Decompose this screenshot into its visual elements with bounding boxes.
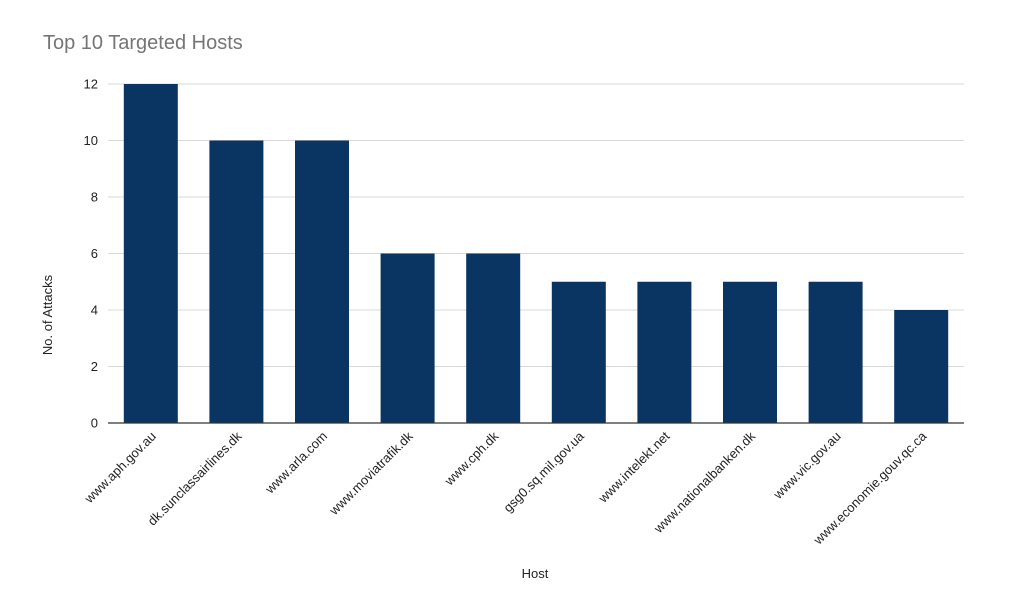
y-tick-label: 2 [91, 359, 98, 374]
y-tick-label: 8 [91, 190, 98, 205]
bar-www-nationalbanken-dk [723, 281, 777, 423]
y-tick-labels: 0 2 4 6 8 10 12 [84, 77, 98, 431]
x-tick-label: www.aph.gov.au [81, 429, 159, 507]
y-tick-label: 6 [91, 246, 98, 261]
bar-www-intelekt-net [637, 281, 692, 423]
bar-www-cph-dk [466, 253, 521, 423]
bar-gsg0-sq-mil-gov-ua [551, 281, 606, 423]
y-axis-title: No. of Attacks [40, 274, 55, 355]
bar-dk-sunclassairlines-dk [209, 140, 264, 423]
bar-www-arla-com [295, 140, 349, 423]
x-tick-label: www.moviatrafik.dk [326, 428, 416, 518]
x-tick-label: www.intelekt.net [595, 428, 673, 506]
x-tick-label: www.cph.dk [441, 428, 502, 489]
chart-title: Top 10 Targeted Hosts [43, 32, 243, 54]
x-tick-label: www.vic.gov.au [770, 429, 844, 503]
bars [123, 84, 949, 423]
x-tick-label: gsg0.sq.mil.gov.ua [500, 428, 587, 515]
y-tick-label: 10 [84, 133, 98, 148]
y-tick-label: 0 [91, 416, 98, 431]
y-tick-label: 4 [91, 303, 98, 318]
bar-www-aph-gov-au [123, 84, 178, 423]
y-tick-label: 12 [84, 77, 98, 92]
x-tick-label: www.arla.com [262, 429, 331, 498]
bar-www-moviatrafik-dk [380, 253, 435, 423]
bar-www-economie-gouv-qc-ca [894, 310, 949, 423]
x-tick-label: dk.sunclassairlines.dk [144, 428, 244, 528]
x-axis-title: Host [522, 566, 549, 581]
bar-www-vic-gov-au [808, 281, 863, 423]
